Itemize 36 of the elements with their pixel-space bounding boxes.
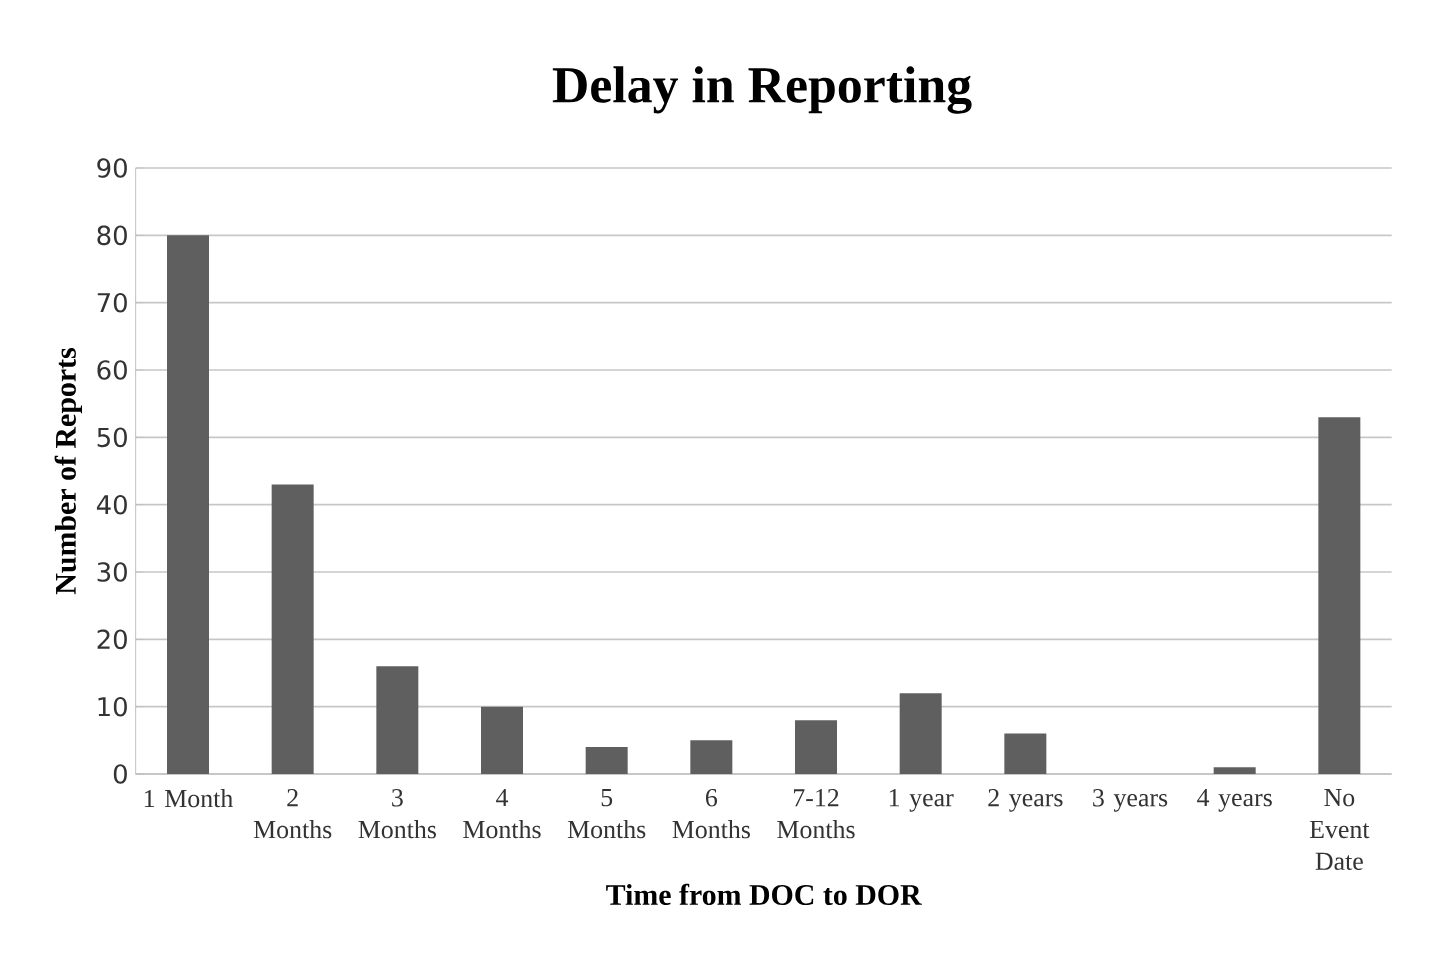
bar (690, 740, 733, 774)
y-tick-label: 10 (98, 696, 127, 717)
y-tick-label: 90 (97, 158, 127, 178)
y-tick-label: 60 (97, 360, 127, 380)
bar (271, 484, 314, 774)
y-tick-label: 30 (97, 562, 127, 582)
y-tick-label: 0 (113, 764, 127, 784)
y-axis-title: Number of Reports (54, 348, 82, 595)
bar (167, 235, 209, 774)
x-tick-label: 3 Months (358, 789, 436, 839)
x-tick-label: 4 Months (463, 789, 541, 839)
y-tick-label: 70 (97, 292, 127, 313)
y-tick-label: 40 (96, 494, 127, 515)
y-tick-label: 20 (97, 629, 127, 650)
bar (481, 706, 523, 774)
x-tick-label: No Event Date (1309, 789, 1370, 871)
y-tick-label: 50 (97, 427, 127, 448)
bar (585, 747, 628, 774)
x-tick-label: 3 years (1093, 789, 1168, 812)
y-tick-label: 80 (97, 225, 127, 246)
x-tick-label: 7-12 Months (777, 789, 855, 839)
chart-title: Delay in Reporting (552, 66, 972, 114)
x-tick-label: 5 Months (567, 789, 646, 839)
x-tick-label: 6 Months (672, 789, 750, 839)
x-tick-label: 1 year (889, 789, 954, 812)
bar (795, 720, 838, 774)
bar (1004, 733, 1047, 774)
x-tick-label: 2 years (988, 789, 1063, 812)
x-tick-label: 4 years (1197, 789, 1272, 812)
x-tick-label: 2 Months (253, 789, 332, 839)
bar (1213, 767, 1256, 774)
bar (1318, 417, 1361, 774)
bar (899, 693, 942, 774)
bar (376, 666, 419, 774)
x-tick-label: 1 Month (144, 789, 233, 808)
x-axis-title: Time from DOC to DOR (606, 883, 922, 906)
